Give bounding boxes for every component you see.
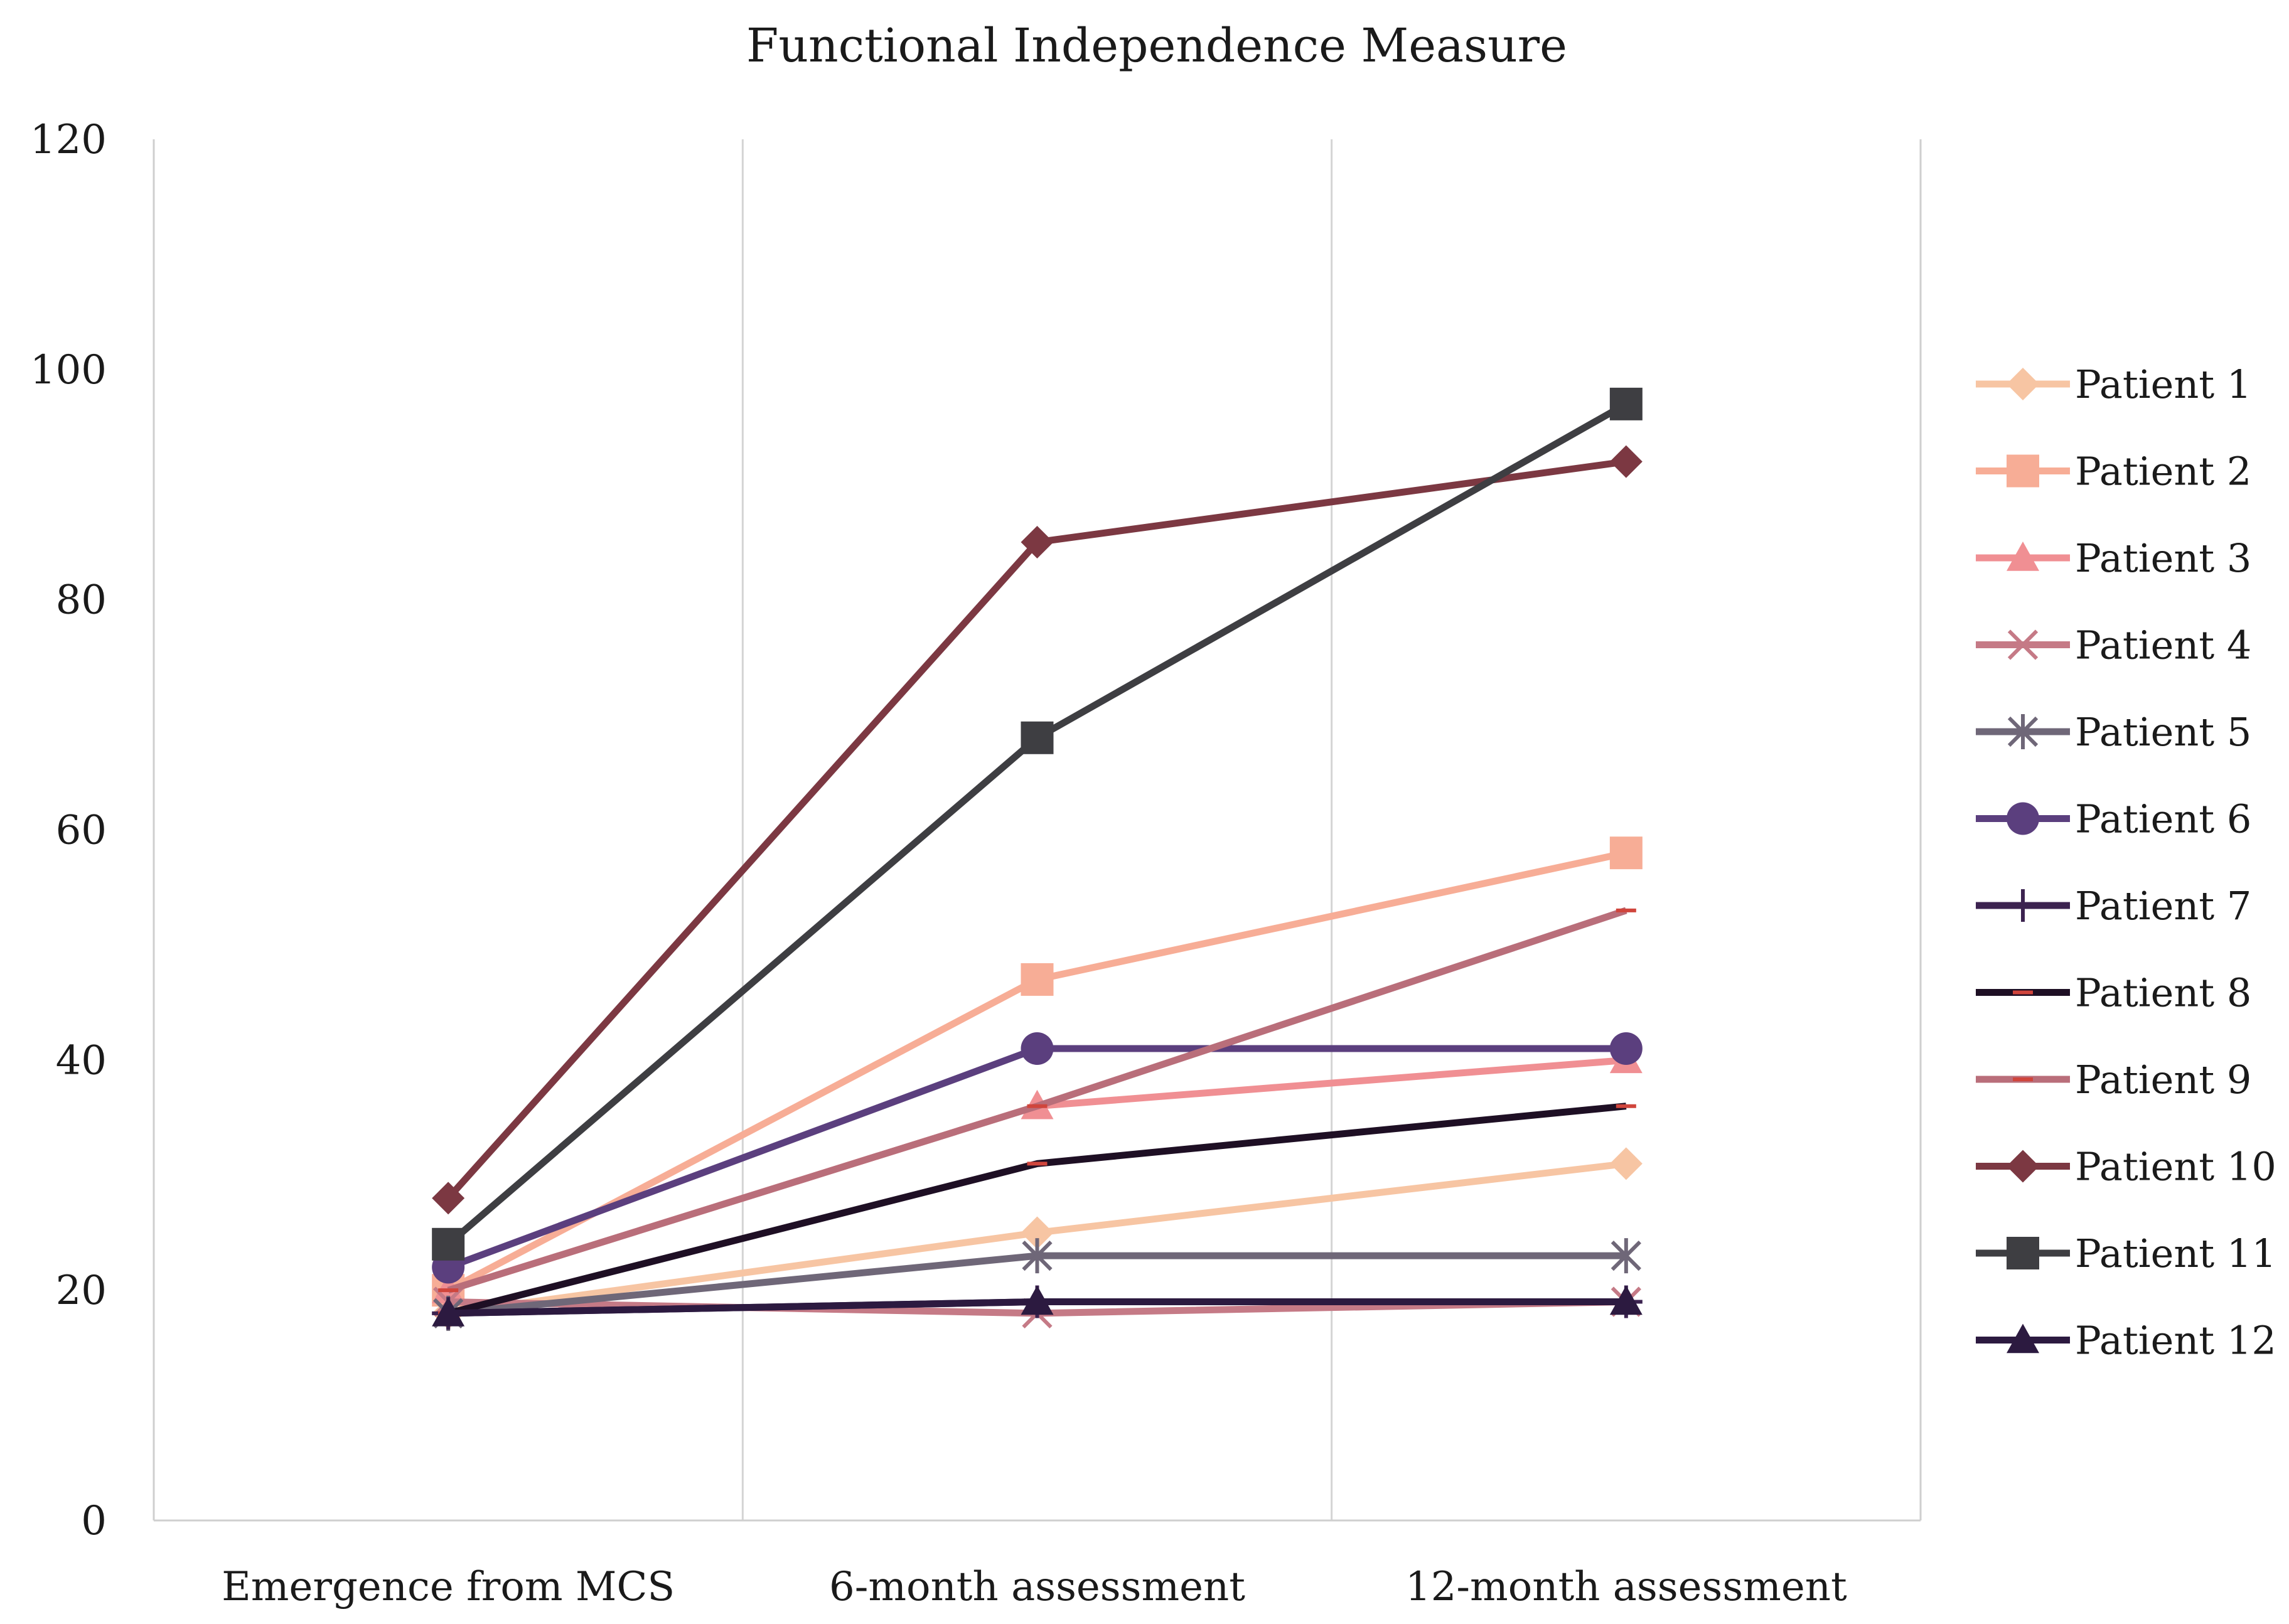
data-point [1021, 721, 1054, 754]
legend-label: Patient 7 [2075, 883, 2251, 929]
legend-item: Patient 7 [1976, 883, 2251, 929]
legend-item: Patient 1 [1976, 361, 2251, 407]
data-point [1609, 445, 1643, 478]
data-point [1609, 387, 1643, 420]
data-point [1021, 525, 1054, 558]
legend-label: Patient 3 [2075, 535, 2251, 581]
legend-label: Patient 10 [2075, 1144, 2276, 1190]
legend-label: Patient 4 [2075, 622, 2251, 668]
data-point [1021, 1032, 1054, 1065]
legend-item: Patient 12 [1976, 1318, 2276, 1364]
legend-item: Patient 8 [1976, 970, 2251, 1016]
legend-item: Patient 2 [1976, 449, 2251, 494]
legend-marker [2007, 802, 2039, 835]
legend-item: Patient 10 [1976, 1144, 2276, 1190]
data-point [1609, 1285, 1643, 1315]
legend-item: Patient 11 [1976, 1231, 2276, 1276]
legend-label: Patient 9 [2075, 1057, 2251, 1103]
data-point [1609, 1147, 1643, 1180]
y-tick-label: 80 [56, 577, 107, 624]
data-point [1609, 1032, 1643, 1065]
legend-label: Patient 2 [2075, 449, 2251, 494]
legend: Patient 1 Patient 2 Patient 3 Patient 4 Pati… [1976, 361, 2276, 1364]
data-point [432, 1296, 465, 1327]
series-line [447, 1103, 1627, 1317]
series-12 [432, 1285, 1643, 1327]
legend-marker [2007, 1237, 2039, 1269]
series-6 [432, 1032, 1643, 1284]
series-9 [438, 907, 1636, 1294]
legend-marker [2007, 1150, 2039, 1183]
legend-item: Patient 9 [1976, 1057, 2251, 1103]
series-10 [432, 445, 1643, 1215]
legend-item: Patient 4 [1976, 622, 2251, 668]
y-tick-label: 60 [56, 808, 107, 854]
series-8 [438, 1103, 1636, 1317]
chart-title: Functional Independence Measure [746, 19, 1567, 73]
y-tick-label: 120 [30, 117, 107, 163]
legend-marker [2007, 454, 2039, 488]
x-tick-label: Emergence from MCS [222, 1564, 675, 1610]
legend-label: Patient 12 [2075, 1318, 2276, 1364]
legend-label: Patient 11 [2075, 1231, 2276, 1276]
legend-marker [2007, 542, 2039, 571]
x-axis-ticks: Emergence from MCS 6-month assessment 12-m… [222, 1564, 1847, 1610]
series-line [446, 458, 1627, 1201]
y-tick-label: 100 [30, 347, 107, 393]
data-point [1021, 1285, 1054, 1315]
legend-marker [2007, 368, 2039, 400]
x-tick-label: 12-month assessment [1405, 1564, 1847, 1610]
legend-item: Patient 6 [1976, 796, 2251, 842]
legend-label: Patient 1 [2075, 361, 2251, 407]
data-point [1611, 1238, 1641, 1274]
grid-lines [153, 139, 1922, 1522]
legend-item: Patient 5 [1976, 709, 2251, 755]
y-tick-label: 0 [81, 1498, 107, 1544]
legend-label: Patient 8 [2075, 970, 2251, 1016]
y-axis-ticks: 0 20 40 60 80 100 120 [30, 117, 107, 1544]
data-point [1022, 1238, 1053, 1274]
legend-label: Patient 5 [2075, 709, 2251, 755]
legend-marker [2007, 889, 2039, 922]
data-point [1021, 1216, 1054, 1249]
series-11 [432, 387, 1643, 1261]
y-tick-label: 40 [56, 1037, 107, 1084]
legend-marker [2007, 714, 2039, 749]
legend-label: Patient 6 [2075, 796, 2251, 842]
series-lines [432, 387, 1643, 1331]
data-point [432, 1227, 465, 1261]
legend-marker [2007, 629, 2039, 660]
data-point [1609, 836, 1643, 870]
legend-item: Patient 3 [1976, 535, 2251, 581]
data-point [1021, 963, 1054, 996]
legend-marker [2007, 1323, 2039, 1354]
x-tick-label: 6-month assessment [829, 1564, 1245, 1610]
y-tick-label: 20 [56, 1268, 107, 1314]
data-point [432, 1182, 465, 1215]
